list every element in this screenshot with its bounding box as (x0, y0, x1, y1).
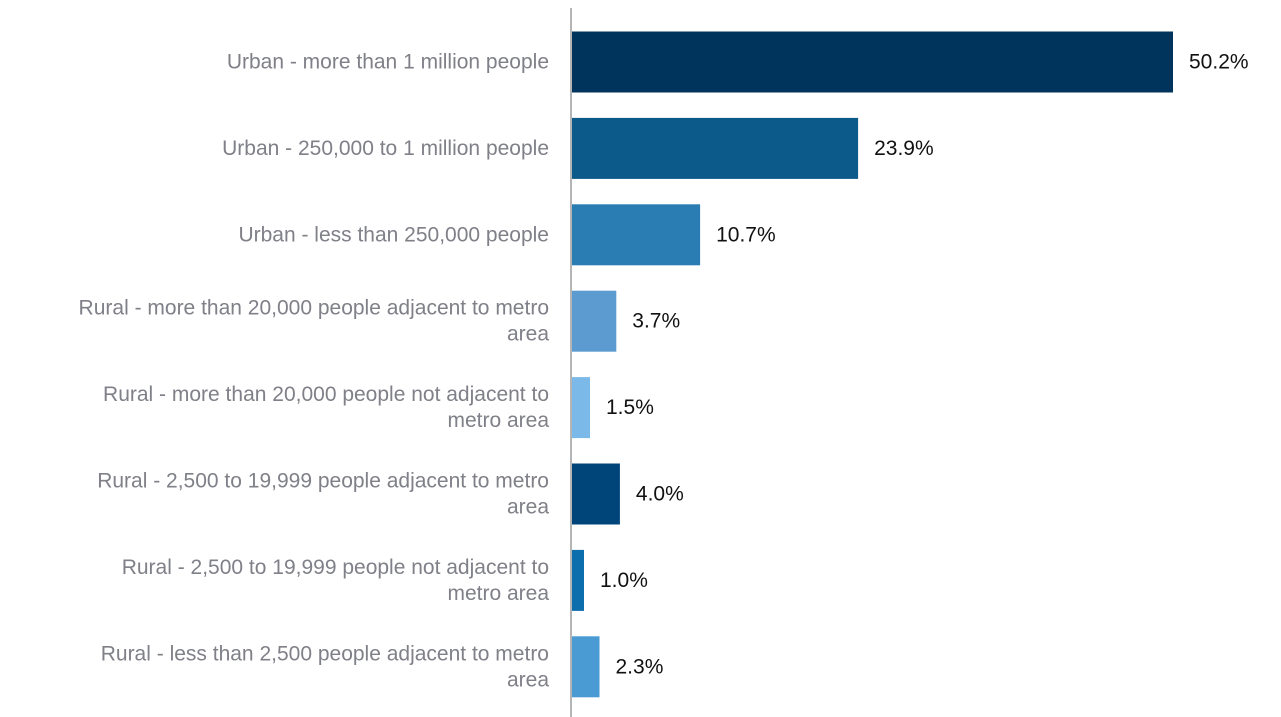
bar-rural-more-than-20-000-people-adjacent-to-metro-area (572, 290, 617, 352)
category-label-urban-less-than-250-000-people: Urban - less than 250,000 people (238, 223, 549, 246)
category-label-line: area (507, 668, 549, 691)
value-label-rural-more-than-20-000-people-not-adjacent-to-metro-area: 1.5% (606, 396, 654, 419)
category-label-line: Urban - less than 250,000 people (238, 223, 549, 246)
category-label-rural-more-than-20-000-people-not-adjacent-to-metro-area: Rural - more than 20,000 people not adja… (103, 383, 549, 432)
value-labels-group: 50.2% 23.9% 10.7% 3.7% 1.5% 4.0% 1.0% 2.3% (600, 51, 1249, 679)
category-label-urban-250-000-to-1-million-people: Urban - 250,000 to 1 million people (222, 137, 549, 160)
category-labels-group: Urban - more than 1 million people Urban … (79, 51, 550, 692)
value-label-urban-more-than-1-million-people: 50.2% (1189, 51, 1249, 74)
category-label-rural-2-500-to-19-999-people-adjacent-to-metro-area: Rural - 2,500 to 19,999 people adjacent … (97, 470, 549, 519)
category-label-line: area (507, 323, 549, 346)
value-label-rural-2-500-to-19-999-people-adjacent-to-metro-area: 4.0% (636, 483, 684, 506)
category-label-line: Urban - more than 1 million people (227, 51, 549, 74)
category-label-line: area (507, 496, 549, 519)
value-label-rural-less-than-2-500-people-adjacent-to-metro-area: 2.3% (616, 655, 664, 678)
bars-group (572, 31, 1173, 698)
bar-rural-2-500-to-19-999-people-adjacent-to-metro-area (572, 463, 620, 525)
bar-urban-less-than-250-000-people (572, 204, 701, 266)
bar-urban-more-than-1-million-people (572, 31, 1173, 93)
value-label-urban-less-than-250-000-people: 10.7% (716, 223, 776, 246)
bar-rural-less-than-2-500-people-adjacent-to-metro-area (572, 636, 600, 698)
category-label-line: metro area (447, 582, 549, 605)
category-label-line: Rural - more than 20,000 people adjacent… (79, 297, 549, 320)
category-label-line: Rural - 2,500 to 19,999 people not adjac… (122, 556, 549, 579)
bar-urban-250-000-to-1-million-people (572, 117, 859, 179)
value-label-rural-more-than-20-000-people-adjacent-to-metro-area: 3.7% (632, 310, 680, 333)
category-label-rural-2-500-to-19-999-people-not-adjacent-to-metro-area: Rural - 2,500 to 19,999 people not adjac… (122, 556, 550, 605)
value-label-rural-2-500-to-19-999-people-not-adjacent-to-metro-area: 1.0% (600, 569, 648, 592)
value-label-urban-250-000-to-1-million-people: 23.9% (874, 137, 934, 160)
bar-rural-2-500-to-19-999-people-not-adjacent-to-metro-area (572, 549, 584, 611)
bar-rural-more-than-20-000-people-not-adjacent-to-metro-area (572, 377, 590, 439)
category-label-rural-less-than-2-500-people-adjacent-to-metro-area: Rural - less than 2,500 people adjacent … (101, 642, 550, 691)
category-label-line: Rural - more than 20,000 people not adja… (103, 383, 549, 406)
category-label-line: metro area (447, 409, 549, 432)
category-label-line: Rural - less than 2,500 people adjacent … (101, 642, 549, 665)
category-label-line: Rural - 2,500 to 19,999 people adjacent … (97, 470, 549, 493)
category-label-rural-more-than-20-000-people-adjacent-to-metro-area: Rural - more than 20,000 people adjacent… (79, 297, 550, 346)
category-label-line: Urban - 250,000 to 1 million people (222, 137, 549, 160)
category-label-urban-more-than-1-million-people: Urban - more than 1 million people (227, 51, 549, 74)
